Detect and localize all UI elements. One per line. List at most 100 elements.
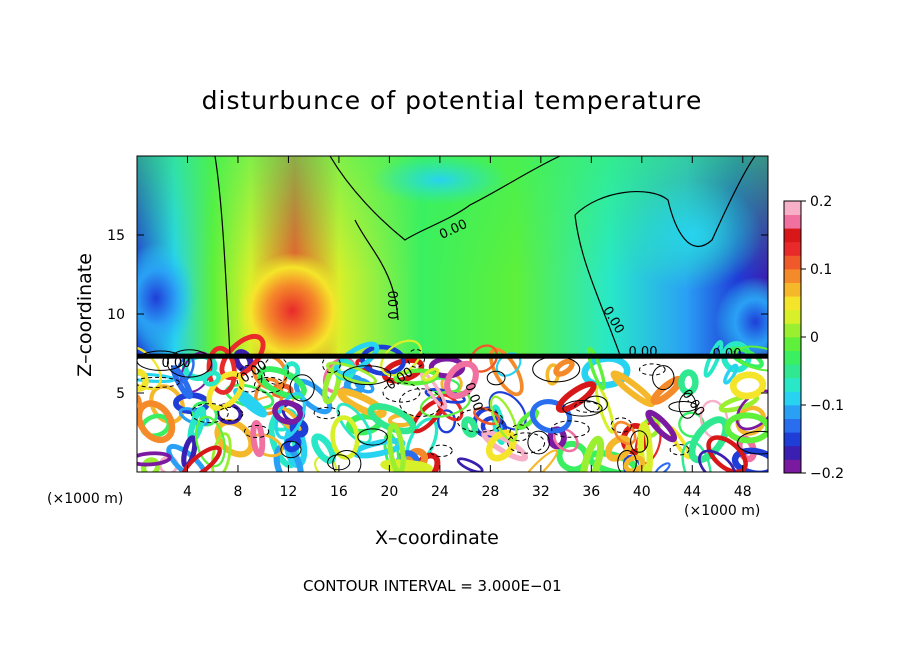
turbulent-band bbox=[337, 388, 387, 419]
turbulent-band bbox=[735, 405, 767, 436]
turbulent-band bbox=[735, 345, 768, 372]
contour-line-lower bbox=[486, 370, 506, 386]
turbulent-band bbox=[678, 369, 699, 396]
turbulent-band bbox=[481, 429, 529, 462]
turbulent-band bbox=[336, 402, 372, 445]
turbulent-band bbox=[456, 457, 484, 472]
turbulent-band bbox=[461, 416, 479, 438]
x-tick-label: 24 bbox=[431, 484, 449, 500]
x-tick-label: 28 bbox=[481, 484, 499, 500]
contour-line-lower bbox=[313, 406, 340, 420]
chart-title: disturbunce of potential temperature bbox=[201, 86, 703, 115]
turbulent-band bbox=[724, 412, 768, 444]
contour-line-lower bbox=[236, 364, 263, 393]
y-tick-label: 15 bbox=[107, 228, 125, 244]
turbulent-band bbox=[698, 449, 737, 472]
contour-line-lower bbox=[509, 424, 530, 442]
x-tick-label: 12 bbox=[280, 484, 298, 500]
turbulent-band bbox=[194, 415, 226, 468]
x-tick-label: 20 bbox=[380, 484, 398, 500]
turbulent-band bbox=[645, 409, 678, 443]
contour-label: 0.00 bbox=[629, 345, 658, 360]
contour-line-lower bbox=[322, 355, 341, 374]
turbulent-band bbox=[681, 440, 712, 472]
contour-line-lower bbox=[456, 408, 504, 433]
colorbar-swatch bbox=[784, 350, 801, 365]
x-tick-label: 40 bbox=[633, 484, 651, 500]
colorbar-swatch bbox=[784, 418, 801, 433]
colorbar-swatch bbox=[784, 405, 801, 419]
contour-line-lower bbox=[669, 444, 690, 456]
contour-line-lower bbox=[678, 392, 697, 419]
colorbar-swatch bbox=[784, 459, 801, 474]
contour-line-lower bbox=[617, 450, 637, 472]
turbulent-band bbox=[386, 422, 406, 472]
contour-line-lower bbox=[137, 350, 185, 371]
x-tick-label: 16 bbox=[330, 484, 348, 500]
contour-line-lower bbox=[551, 420, 590, 438]
colorbar-swatch bbox=[784, 445, 801, 460]
colorbar-tick-label: −0.2 bbox=[810, 466, 844, 482]
colorbar-swatch bbox=[784, 201, 801, 215]
contour-line-lower bbox=[289, 374, 315, 402]
turbulent-band bbox=[137, 400, 176, 444]
x-tick-label: 32 bbox=[532, 484, 550, 500]
x-unit-label-right: (×1000 m) bbox=[684, 503, 761, 519]
turbulent-band bbox=[137, 368, 149, 392]
colorbar-swatch bbox=[784, 364, 801, 379]
contour-line-lower bbox=[399, 388, 443, 418]
turbulent-band bbox=[516, 409, 540, 430]
x-tick-label: 48 bbox=[734, 484, 752, 500]
colorbar-swatch bbox=[784, 337, 801, 351]
turbulent-band bbox=[284, 435, 302, 453]
turbulent-band bbox=[250, 420, 266, 458]
turbulent-band bbox=[623, 455, 646, 472]
turbulent-band bbox=[137, 451, 172, 467]
contour-line-lower bbox=[630, 430, 649, 453]
warm-anomaly bbox=[237, 252, 348, 369]
turbulent-band bbox=[274, 391, 307, 440]
contour-line-lower bbox=[737, 430, 768, 455]
turbulent-band bbox=[489, 395, 518, 442]
contour-line bbox=[354, 219, 399, 321]
turbulent-band bbox=[555, 381, 597, 413]
turbulent-band bbox=[311, 433, 337, 464]
turbulent-band bbox=[723, 363, 739, 385]
contour-line-lower bbox=[652, 365, 675, 391]
colorbar-swatch bbox=[784, 323, 801, 338]
turbulent-band bbox=[731, 447, 768, 472]
contour-line bbox=[574, 214, 621, 356]
contour-line-lower bbox=[244, 425, 270, 438]
teal-anomaly-top bbox=[369, 156, 510, 205]
contour-line-lower bbox=[217, 406, 244, 422]
contour-line-lower bbox=[562, 400, 603, 417]
colorbar-swatch bbox=[784, 241, 801, 256]
contour-line-lower bbox=[166, 349, 213, 378]
contour-line-lower bbox=[583, 395, 608, 413]
cold-anomaly-left bbox=[137, 243, 196, 354]
turbulent-band bbox=[202, 370, 221, 387]
colorbar-tick-label: 0.1 bbox=[810, 262, 832, 278]
colorbar-tick-label: −0.1 bbox=[810, 398, 844, 414]
turbulent-band bbox=[421, 367, 440, 382]
turbulent-band bbox=[580, 435, 605, 472]
contour-line-lower bbox=[429, 444, 453, 457]
turbulent-band bbox=[380, 459, 433, 472]
x-tick-label: 4 bbox=[183, 484, 192, 500]
colorbar-swatch bbox=[784, 377, 801, 392]
colorbar-tick-label: 0.2 bbox=[810, 194, 832, 210]
contour-line-lower bbox=[507, 432, 546, 454]
x-tick-label: 36 bbox=[582, 484, 600, 500]
colorbar-swatch bbox=[784, 228, 801, 243]
colorbar-swatch bbox=[784, 255, 801, 270]
turbulent-band bbox=[257, 366, 307, 400]
x-unit-label-left: (×1000 m) bbox=[47, 491, 124, 507]
contour-label: 0.00 bbox=[162, 356, 191, 371]
contour-line-lower bbox=[382, 382, 421, 403]
contour-line-lower bbox=[280, 440, 302, 459]
turbulent-band bbox=[380, 339, 423, 377]
y-tick-label: 5 bbox=[116, 386, 125, 402]
turbulent-band bbox=[706, 435, 748, 472]
contour-line-lower bbox=[527, 430, 551, 455]
